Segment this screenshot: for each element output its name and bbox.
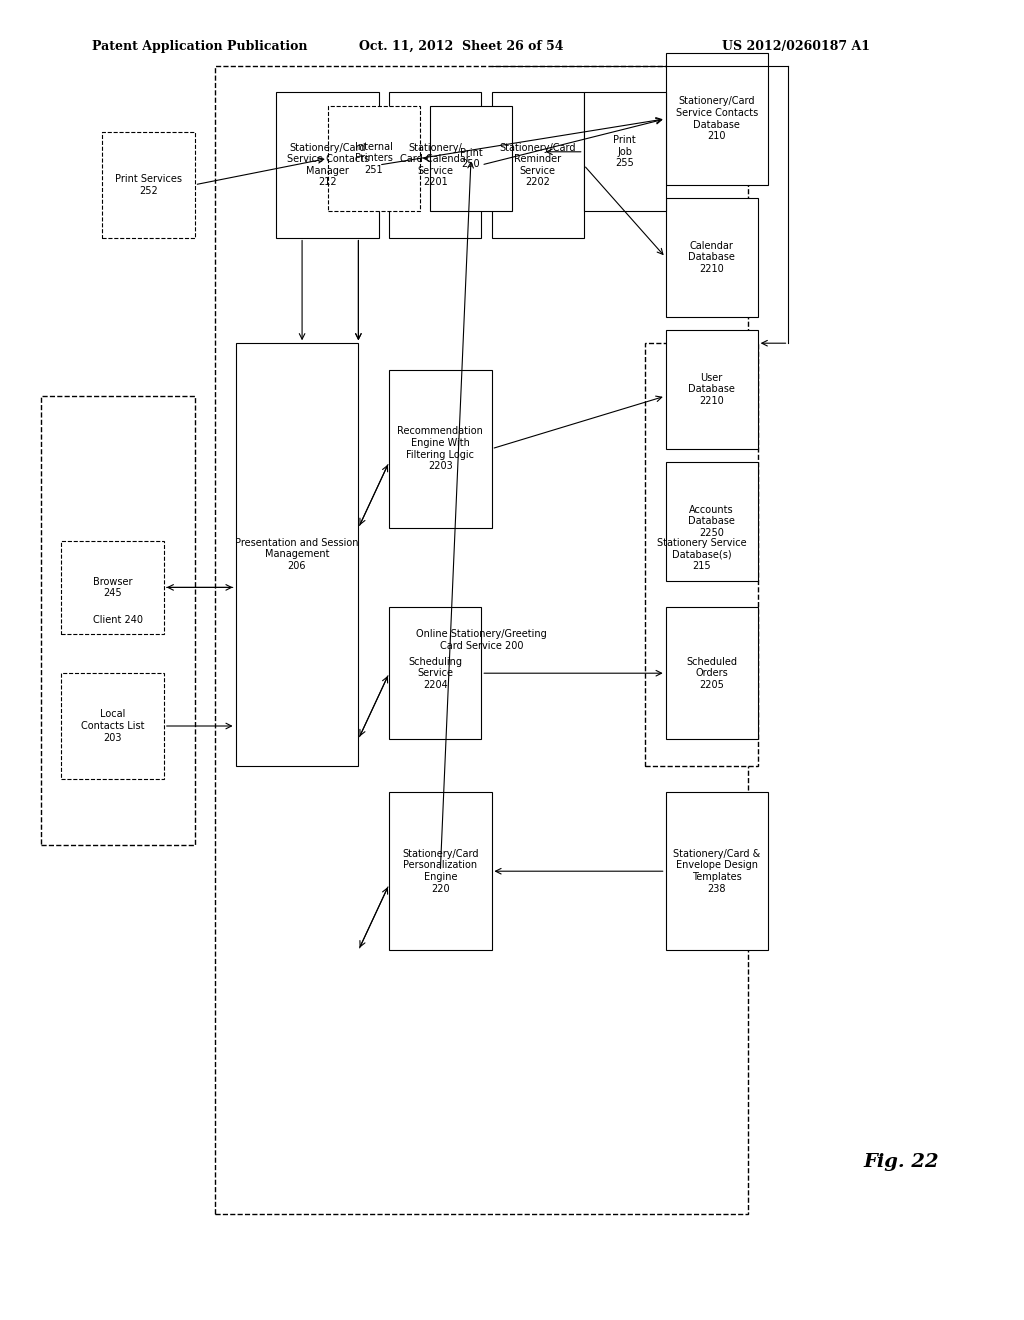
Text: Stationery/Card
Reminder
Service
2202: Stationery/Card Reminder Service 2202	[500, 143, 575, 187]
FancyBboxPatch shape	[645, 343, 758, 766]
Text: Stationery/Card
Personalization
Engine
220: Stationery/Card Personalization Engine 2…	[402, 849, 478, 894]
FancyBboxPatch shape	[666, 462, 758, 581]
FancyBboxPatch shape	[389, 607, 481, 739]
Text: Stationery/Card &
Envelope Design
Templates
238: Stationery/Card & Envelope Design Templa…	[673, 849, 761, 894]
Text: Stationery/Card
Service Contacts
Database
210: Stationery/Card Service Contacts Databas…	[676, 96, 758, 141]
Text: Patent Application Publication: Patent Application Publication	[92, 40, 307, 53]
FancyBboxPatch shape	[666, 330, 758, 449]
FancyBboxPatch shape	[389, 92, 481, 238]
FancyBboxPatch shape	[41, 396, 195, 845]
FancyBboxPatch shape	[584, 92, 666, 211]
Text: Scheduled
Orders
2205: Scheduled Orders 2205	[686, 656, 737, 690]
Text: User
Database
2210: User Database 2210	[688, 372, 735, 407]
Text: Browser
245: Browser 245	[93, 577, 132, 598]
Text: Local
Contacts List
203: Local Contacts List 203	[81, 709, 144, 743]
FancyBboxPatch shape	[328, 106, 420, 211]
Text: Presentation and Session
Management
206: Presentation and Session Management 206	[236, 537, 358, 572]
FancyBboxPatch shape	[215, 66, 748, 1214]
Text: Client 240: Client 240	[93, 615, 142, 626]
FancyBboxPatch shape	[492, 92, 584, 238]
Text: Print
Job
255: Print Job 255	[613, 135, 636, 169]
Text: Internal
Printers
251: Internal Printers 251	[355, 141, 392, 176]
Text: Scheduling
Service
2204: Scheduling Service 2204	[409, 656, 462, 690]
FancyBboxPatch shape	[61, 673, 164, 779]
FancyBboxPatch shape	[276, 92, 379, 238]
FancyBboxPatch shape	[61, 541, 164, 634]
Text: Oct. 11, 2012  Sheet 26 of 54: Oct. 11, 2012 Sheet 26 of 54	[358, 40, 563, 53]
FancyBboxPatch shape	[102, 132, 195, 238]
FancyBboxPatch shape	[666, 792, 768, 950]
FancyBboxPatch shape	[430, 106, 512, 211]
Text: Accounts
Database
2250: Accounts Database 2250	[688, 504, 735, 539]
Text: Print Services
252: Print Services 252	[115, 174, 182, 195]
Text: Stationery Service
Database(s)
215: Stationery Service Database(s) 215	[656, 537, 746, 572]
FancyBboxPatch shape	[666, 198, 758, 317]
Text: Print
250: Print 250	[460, 148, 482, 169]
Text: Online Stationery/Greeting
Card Service 200: Online Stationery/Greeting Card Service …	[416, 630, 547, 651]
Text: Calendar
Database
2210: Calendar Database 2210	[688, 240, 735, 275]
FancyBboxPatch shape	[666, 53, 768, 185]
Text: US 2012/0260187 A1: US 2012/0260187 A1	[722, 40, 870, 53]
FancyBboxPatch shape	[236, 343, 358, 766]
Text: Stationery/
Card Calendar
Service
2201: Stationery/ Card Calendar Service 2201	[400, 143, 470, 187]
FancyBboxPatch shape	[389, 792, 492, 950]
Text: Fig. 22: Fig. 22	[863, 1152, 939, 1171]
FancyBboxPatch shape	[666, 607, 758, 739]
Text: Recommendation
Engine With
Filtering Logic
2203: Recommendation Engine With Filtering Log…	[397, 426, 483, 471]
FancyBboxPatch shape	[389, 370, 492, 528]
Text: Stationery/Card
Service Contacts
Manager
212: Stationery/Card Service Contacts Manager…	[287, 143, 369, 187]
